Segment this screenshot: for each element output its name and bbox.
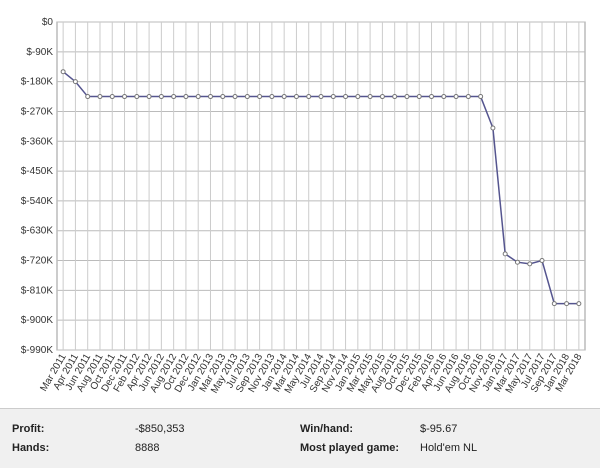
marker — [195, 94, 201, 100]
marker — [576, 301, 582, 307]
marker — [367, 94, 373, 100]
marker — [85, 94, 91, 100]
marker — [490, 125, 496, 131]
value: Hold'em NL — [420, 442, 478, 454]
marker — [429, 94, 435, 100]
label: Profit: — [12, 423, 45, 435]
value: 8888 — [135, 442, 160, 454]
y-tick-label: $-900K — [21, 315, 54, 326]
marker — [220, 94, 226, 100]
marker — [564, 301, 570, 307]
y-tick-label: $-720K — [21, 256, 54, 267]
chart: $0 $-90K $-180K $-270K $-360K $-450K $-540K $-6… — [21, 17, 586, 396]
marker — [60, 69, 66, 75]
y-tick-label: $-540K — [21, 196, 54, 207]
marker — [122, 94, 128, 100]
y-tick-label: $-810K — [21, 285, 54, 296]
y-tick-label: $-90K — [26, 47, 53, 58]
marker — [416, 94, 422, 100]
marker — [109, 94, 115, 100]
marker — [72, 79, 78, 85]
y-tick-label: $-270K — [21, 106, 54, 117]
marker — [441, 94, 447, 100]
marker — [207, 94, 213, 100]
stats-bar: Profit: -$850,353 Hands: 8888 Win/hand: … — [0, 408, 600, 468]
marker — [134, 94, 140, 100]
marker — [183, 94, 189, 100]
marker — [158, 94, 164, 100]
marker — [244, 94, 250, 100]
marker — [293, 94, 299, 100]
marker — [281, 94, 287, 100]
y-tick-label: $-450K — [21, 166, 54, 177]
marker — [453, 94, 459, 100]
marker — [527, 261, 533, 267]
value: $-95.67 — [420, 423, 458, 435]
label: Most played game: — [300, 442, 400, 454]
y-tick-label: $-630K — [21, 226, 54, 237]
value: -$850,353 — [135, 423, 185, 435]
marker — [318, 94, 324, 100]
marker — [478, 94, 484, 100]
label: Win/hand: — [300, 423, 354, 435]
marker — [330, 94, 336, 100]
marker — [146, 94, 152, 100]
marker — [257, 94, 263, 100]
marker — [465, 94, 471, 100]
marker — [97, 94, 103, 100]
marker — [502, 251, 508, 257]
marker — [379, 94, 385, 100]
marker — [392, 94, 398, 100]
y-tick-label: $-180K — [21, 77, 54, 88]
y-tick-label: $0 — [42, 17, 54, 28]
y-tick-label: $-990K — [21, 345, 54, 356]
marker — [306, 94, 312, 100]
y-tick-label: $-360K — [21, 136, 54, 147]
marker — [551, 301, 557, 307]
marker — [404, 94, 410, 100]
marker — [514, 259, 520, 265]
marker — [355, 94, 361, 100]
marker — [232, 94, 238, 100]
marker — [343, 94, 349, 100]
marker — [171, 94, 177, 100]
marker — [539, 258, 545, 264]
marker — [269, 94, 275, 100]
label: Hands: — [12, 442, 50, 454]
